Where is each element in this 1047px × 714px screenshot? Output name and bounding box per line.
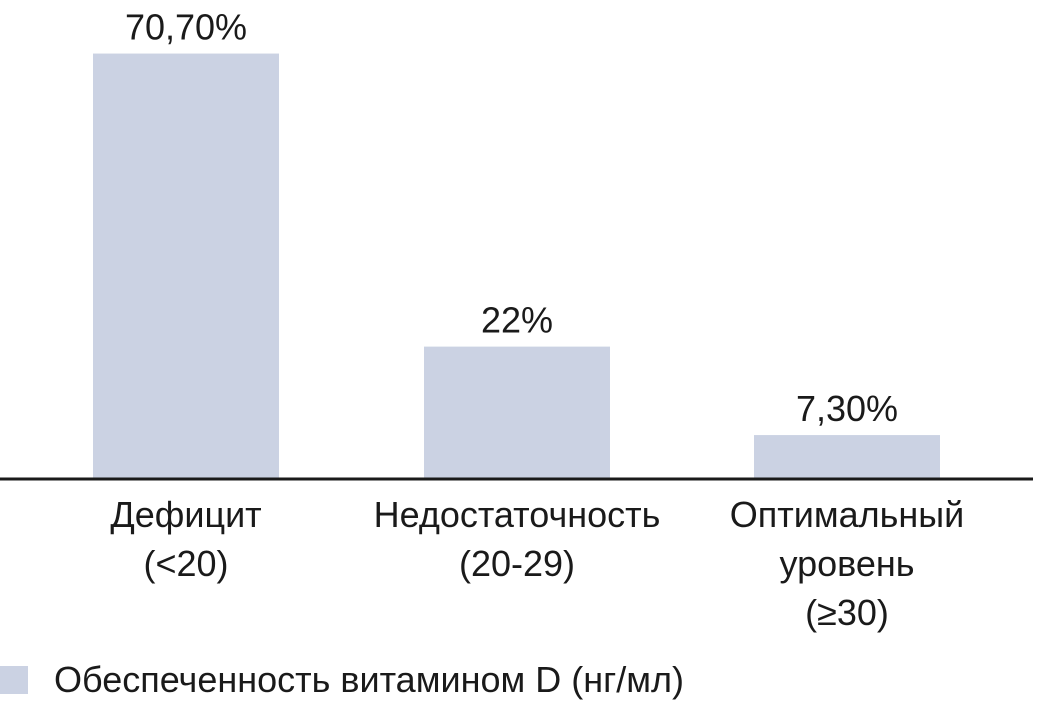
data-label-2: 22%	[481, 300, 553, 341]
legend-label: Обеспеченность витамином D (нг/мл)	[54, 659, 684, 700]
data-label-1: 70,70%	[125, 7, 247, 48]
category-label-3-line-3: (≥30)	[805, 592, 889, 633]
category-label-3-line-2: уровень	[779, 543, 914, 584]
bar-3	[754, 435, 940, 479]
category-label-2-line-1: Недостаточность	[374, 494, 661, 535]
legend: Обеспеченность витамином D (нг/мл)	[0, 652, 684, 708]
category-label-2-line-2: (20-29)	[459, 543, 575, 584]
category-label-3-line-1: Оптимальный	[730, 494, 965, 535]
category-label-1-line-2: (<20)	[143, 543, 228, 584]
legend-swatch	[0, 666, 28, 694]
category-label-1-line-1: Дефицит	[110, 494, 261, 535]
data-label-3: 7,30%	[796, 388, 898, 429]
bar-1	[93, 53, 279, 480]
bar-2	[424, 346, 610, 479]
